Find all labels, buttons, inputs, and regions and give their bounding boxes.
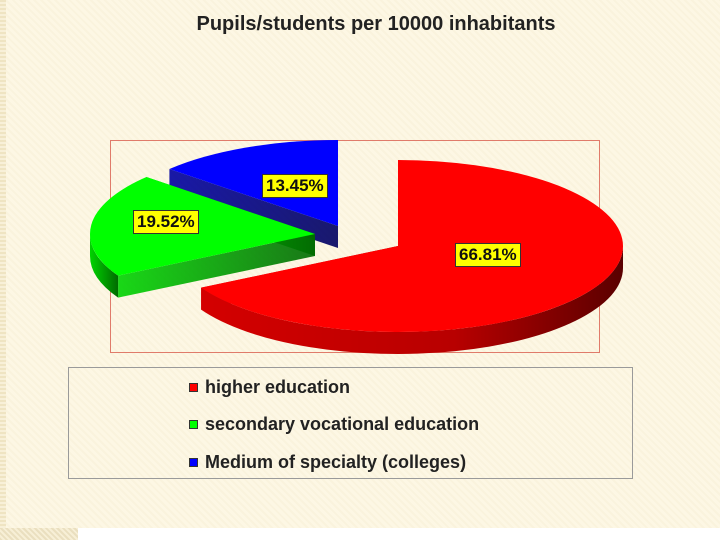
pie-slice-secondary-vocational [90, 177, 316, 298]
legend-item-secondary-vocational: secondary vocational education [189, 413, 479, 435]
bottom-bar [0, 528, 720, 540]
legend-item-higher-education: higher education [189, 376, 350, 398]
pie-slice-secondary-vocational-face-start [118, 234, 315, 298]
pie-slice-secondary-vocational-side [90, 234, 119, 298]
data-label-higher-education: 66.81% [455, 243, 521, 267]
pie-slice-higher-education-top [201, 160, 623, 332]
legend-label: higher education [205, 376, 351, 397]
legend-swatch-red [189, 382, 198, 392]
legend-label: secondary vocational education [205, 413, 480, 434]
legend-label: Medium of specialty (colleges) [205, 451, 467, 472]
legend-swatch-blue [189, 457, 198, 467]
pie-slice-higher-education-side [201, 246, 623, 355]
data-label-secondary-vocational: 19.52% [133, 210, 199, 234]
pie-slice-higher-education [201, 160, 623, 355]
legend-item-colleges: Medium of specialty (colleges) [189, 451, 466, 473]
legend-swatch-green [189, 419, 198, 429]
data-label-colleges: 13.45% [262, 174, 328, 198]
pie-slice-secondary-vocational-top [90, 177, 316, 276]
bottom-bar-pattern [0, 528, 78, 540]
pie-slice-colleges-top [169, 140, 338, 226]
left-edge-pattern [0, 0, 6, 530]
chart-title: Pupils/students per 10000 inhabitants [196, 13, 556, 35]
legend: higher education secondary vocational ed… [68, 367, 633, 479]
